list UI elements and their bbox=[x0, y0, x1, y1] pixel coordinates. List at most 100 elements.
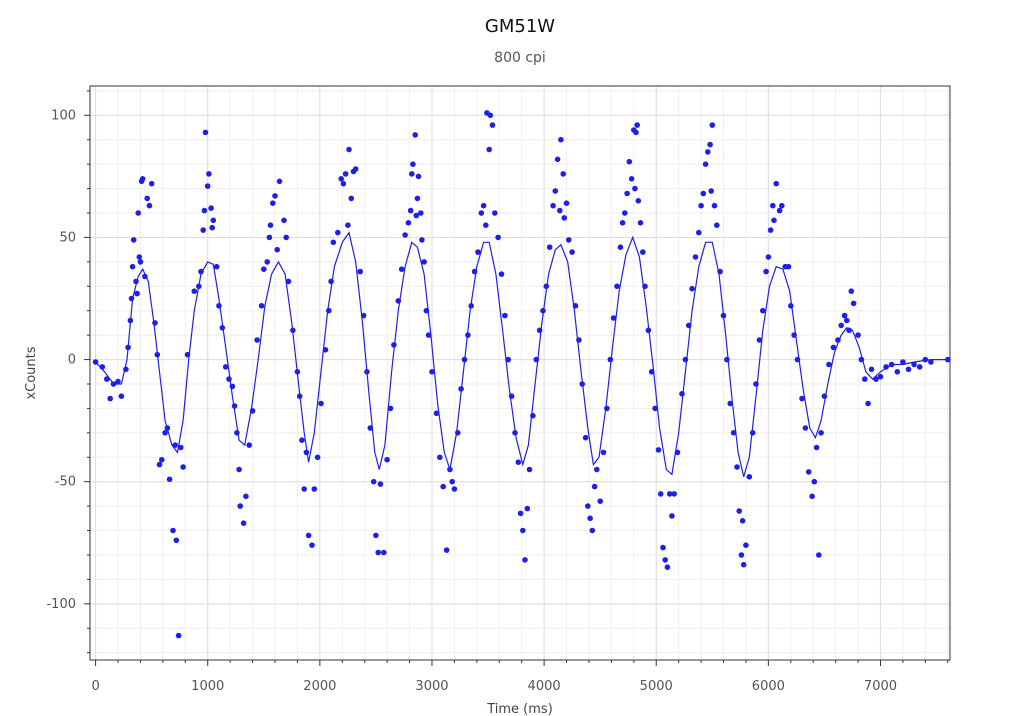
data-point bbox=[115, 378, 121, 385]
data-point bbox=[740, 561, 747, 568]
data-point bbox=[582, 434, 589, 441]
data-point bbox=[129, 263, 136, 270]
data-point bbox=[724, 356, 730, 363]
data-point bbox=[419, 237, 425, 243]
data-point bbox=[175, 632, 182, 639]
data-point bbox=[502, 312, 508, 319]
data-point bbox=[276, 178, 283, 185]
data-point bbox=[437, 454, 443, 461]
data-point bbox=[743, 542, 749, 548]
data-point bbox=[144, 195, 150, 202]
data-point bbox=[600, 449, 607, 456]
data-point bbox=[458, 386, 464, 392]
data-point bbox=[894, 369, 901, 375]
data-point bbox=[375, 549, 382, 556]
data-point bbox=[536, 327, 543, 334]
data-point bbox=[139, 176, 146, 182]
data-point bbox=[414, 195, 421, 202]
data-point bbox=[585, 503, 591, 509]
data-point bbox=[384, 456, 390, 463]
data-point bbox=[696, 229, 702, 236]
data-point bbox=[136, 254, 143, 260]
data-point bbox=[717, 268, 723, 275]
data-point bbox=[763, 268, 769, 275]
data-point bbox=[258, 303, 265, 309]
data-point bbox=[429, 369, 435, 375]
data-point bbox=[756, 337, 763, 343]
data-point bbox=[848, 288, 855, 295]
data-point bbox=[423, 307, 430, 314]
data-point bbox=[123, 366, 129, 373]
data-point bbox=[707, 141, 713, 148]
data-point bbox=[816, 552, 822, 558]
data-point bbox=[505, 356, 512, 363]
data-point bbox=[152, 320, 158, 326]
data-point bbox=[322, 347, 329, 353]
data-point bbox=[303, 449, 310, 456]
data-point bbox=[682, 356, 689, 363]
data-point bbox=[338, 176, 345, 182]
data-point bbox=[118, 393, 125, 400]
data-point bbox=[231, 403, 238, 409]
data-point bbox=[142, 273, 148, 280]
data-point bbox=[533, 356, 540, 363]
data-point bbox=[916, 364, 923, 370]
data-point bbox=[558, 136, 564, 143]
data-point bbox=[543, 283, 550, 290]
data-point bbox=[700, 190, 707, 197]
data-point bbox=[266, 234, 273, 241]
data-point bbox=[546, 244, 553, 250]
data-point bbox=[208, 205, 214, 211]
data-point bbox=[911, 361, 917, 368]
data-point bbox=[455, 430, 461, 436]
data-point bbox=[335, 229, 341, 236]
data-point bbox=[770, 202, 776, 209]
data-point bbox=[461, 356, 468, 363]
data-point bbox=[671, 491, 677, 497]
data-point bbox=[330, 239, 337, 246]
data-point bbox=[642, 283, 648, 290]
data-point bbox=[821, 393, 828, 400]
data-point bbox=[178, 444, 184, 451]
data-point bbox=[550, 202, 556, 209]
data-point bbox=[633, 129, 639, 136]
data-point bbox=[905, 366, 912, 373]
data-point bbox=[301, 486, 308, 492]
data-point bbox=[635, 198, 642, 204]
data-point bbox=[381, 549, 387, 556]
data-point bbox=[387, 405, 394, 412]
data-point bbox=[776, 207, 783, 214]
data-point bbox=[360, 312, 367, 319]
data-point bbox=[928, 359, 934, 365]
data-point bbox=[104, 376, 110, 382]
data-point bbox=[127, 317, 134, 324]
data-point bbox=[569, 249, 575, 255]
data-point bbox=[785, 263, 792, 270]
data-point bbox=[92, 359, 99, 365]
data-point bbox=[515, 459, 522, 466]
data-point bbox=[749, 430, 756, 436]
x-tick-label: 3000 bbox=[415, 679, 448, 694]
data-point bbox=[487, 112, 494, 119]
data-point bbox=[865, 400, 871, 407]
plot-frame bbox=[89, 85, 951, 661]
data-point bbox=[624, 190, 630, 197]
data-point bbox=[480, 202, 487, 209]
data-point bbox=[883, 364, 889, 370]
data-point bbox=[788, 303, 794, 309]
data-point bbox=[760, 307, 766, 314]
data-point bbox=[201, 207, 208, 214]
data-point bbox=[246, 442, 252, 448]
data-point bbox=[628, 176, 635, 182]
data-point bbox=[314, 454, 321, 461]
data-point bbox=[813, 444, 820, 451]
data-point bbox=[373, 532, 379, 539]
data-point bbox=[512, 430, 518, 436]
data-point bbox=[679, 391, 685, 397]
data-point bbox=[173, 537, 180, 544]
data-point bbox=[261, 266, 267, 273]
data-point bbox=[146, 202, 153, 209]
data-point bbox=[520, 527, 526, 534]
data-point bbox=[634, 122, 640, 128]
data-point bbox=[841, 312, 848, 319]
